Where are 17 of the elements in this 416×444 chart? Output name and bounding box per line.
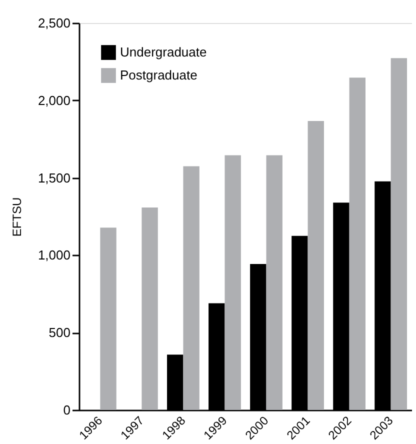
y-tick-label: 1,000 <box>38 248 70 263</box>
y-tick-label: 1,500 <box>38 170 70 186</box>
bar <box>183 166 200 410</box>
legend-label: Undergraduate <box>120 44 207 60</box>
bar <box>224 155 241 410</box>
bar <box>100 228 116 410</box>
bar <box>349 78 366 410</box>
y-tick-label: 500 <box>48 325 70 340</box>
bar <box>308 120 324 410</box>
y-tick-label: 2,500 <box>38 16 70 30</box>
bar <box>390 58 408 410</box>
bar <box>142 208 158 410</box>
y-tick-label: 0 <box>63 402 70 418</box>
y-axis-title: EFTSU <box>10 197 24 237</box>
bar <box>266 155 282 410</box>
legend-label: Postgraduate <box>120 68 198 82</box>
y-tick-label: 2,000 <box>38 92 70 108</box>
